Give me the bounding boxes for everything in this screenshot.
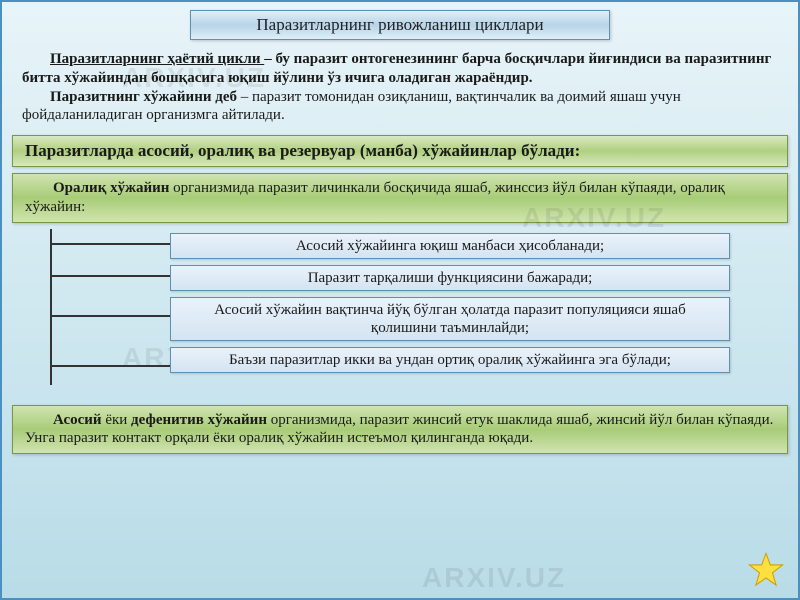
- intro-paragraphs: Паразитларнинг ҳаётий цикли – бу паразит…: [2, 46, 798, 131]
- star-icon[interactable]: [748, 552, 784, 588]
- tree-connector: [50, 365, 170, 367]
- green2-term1: Асосий: [53, 412, 102, 428]
- green2-term2: дефенитив хўжайин: [131, 412, 267, 428]
- tree-vertical-line: [50, 229, 52, 385]
- section-header: Паразитларда асосий, оралиқ ва резервуар…: [12, 135, 788, 167]
- paragraph-2: Паразитнинг хўжайини деб – паразит томон…: [22, 88, 778, 126]
- tree-connector: [50, 243, 170, 245]
- tree-item: Асосий хўжайинга юқиш манбаси ҳисобланад…: [170, 233, 730, 259]
- tree-item: Баъзи паразитлар икки ва ундан ортиқ ора…: [170, 347, 730, 373]
- watermark: ARXIV.UZ: [422, 562, 566, 594]
- para2-term: Паразитнинг хўжайини деб: [50, 89, 237, 105]
- tree-connector: [50, 315, 170, 317]
- intermediate-host-box: Оралиқ хўжайин организмида паразит личин…: [12, 173, 788, 223]
- paragraph-1: Паразитларнинг ҳаётий цикли – бу паразит…: [22, 50, 778, 88]
- slide-title: Паразитларнинг ривожланиш цикллари: [190, 10, 610, 40]
- para1-term: Паразитларнинг ҳаётий цикли: [50, 51, 264, 67]
- green2-mid: ёки: [102, 412, 131, 428]
- definitive-host-box: Асосий ёки дефенитив хўжайин организмида…: [12, 405, 788, 455]
- tree-connector: [50, 275, 170, 277]
- green1-term: Оралиқ хўжайин: [53, 180, 169, 196]
- tree-diagram: Асосий хўжайинга юқиш манбаси ҳисобланад…: [12, 229, 788, 399]
- tree-item: Асосий хўжайин вақтинча йўқ бўлган ҳолат…: [170, 297, 730, 341]
- tree-item: Паразит тарқалиши функциясини бажаради;: [170, 265, 730, 291]
